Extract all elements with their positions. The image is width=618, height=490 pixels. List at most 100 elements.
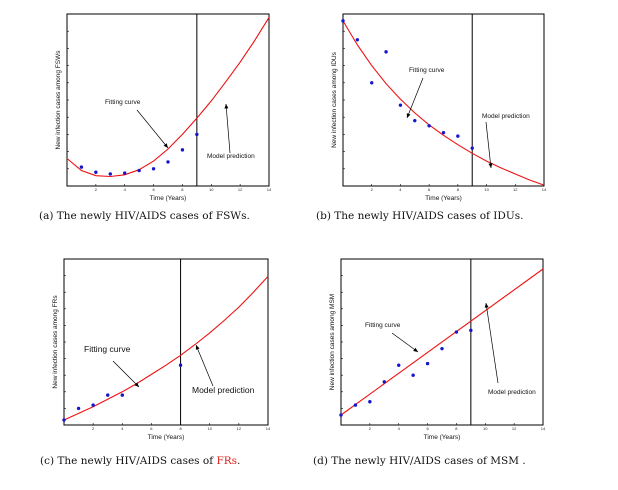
plot-frame: [66, 13, 270, 187]
caption-text: (a) The newly HIV/AIDS cases of FSWs.: [39, 210, 250, 222]
model-prediction-annotation: Model prediction: [488, 389, 536, 396]
data-point: [339, 413, 343, 417]
data-point: [440, 346, 444, 351]
x-tick-label: 12: [513, 187, 518, 192]
x-tick-label: 8: [179, 426, 182, 431]
prediction-arrow: [195, 344, 214, 387]
data-point: [108, 172, 112, 176]
caption-text: (d) The newly HIV/AIDS cases of MSM .: [313, 455, 526, 467]
model-prediction-annotation: Model prediction: [192, 385, 255, 395]
x-tick-label: 10: [483, 426, 488, 431]
data-point: [397, 363, 401, 367]
fitting-curve-line: [66, 17, 270, 178]
x-tick-label: 4: [399, 187, 402, 192]
x-axis-label: Time (Years): [425, 195, 462, 202]
data-point: [353, 403, 358, 407]
data-point: [151, 167, 156, 171]
data-point: [166, 160, 170, 164]
x-tick-label: 8: [181, 187, 184, 192]
arrowhead: [406, 113, 411, 118]
panel-d: 2 4 6 8 10 12 14 Fitting curve Model prediction T…: [313, 258, 546, 467]
x-tick-label: 12: [238, 187, 243, 192]
y-axis-label: New infection cases among MSM: [329, 294, 336, 390]
data-point: [425, 361, 430, 366]
data-point: [456, 134, 460, 138]
data-point: [411, 373, 415, 377]
data-point: [79, 165, 84, 169]
caption-text: (b) The newly HIV/AIDS cases of IDUs.: [316, 210, 523, 222]
data-point: [454, 330, 459, 334]
x-tick-label: 10: [484, 187, 489, 192]
data-point: [469, 328, 473, 333]
panel-caption: (a) The newly HIV/AIDS cases of FSWs.: [39, 210, 250, 222]
data-point: [94, 170, 98, 174]
arrowhead: [134, 382, 139, 387]
x-tick-label: 2: [95, 187, 98, 192]
data-point: [370, 81, 374, 85]
x-tick-label: 12: [237, 426, 242, 431]
prediction-arrow: [485, 121, 492, 169]
data-point: [413, 118, 417, 123]
data-point: [441, 130, 446, 135]
panel-caption: (c) The newly HIV/AIDS cases of FRs.: [40, 455, 240, 467]
y-axis-label: New infection cases among IDUs: [331, 51, 338, 147]
caption-text-end: .: [237, 455, 240, 467]
data-point: [470, 146, 474, 150]
x-tick-label: 14: [266, 426, 271, 431]
model-prediction-annotation: Model prediction: [207, 153, 255, 160]
x-tick-label: 4: [398, 426, 401, 431]
x-tick-label: 10: [207, 426, 212, 431]
data-point: [382, 380, 386, 384]
model-prediction-annotation: Model prediction: [482, 113, 530, 120]
x-tick-label: 4: [121, 426, 124, 431]
arrowhead: [484, 303, 489, 308]
data-point: [178, 363, 183, 367]
panel-caption: (b) The newly HIV/AIDS cases of IDUs.: [316, 210, 523, 222]
x-tick-label: 6: [426, 426, 429, 431]
x-tick-label: 8: [455, 426, 458, 431]
fitting-curve-annotation: Fitting curve: [105, 99, 141, 106]
panel-caption: (d) The newly HIV/AIDS cases of MSM .: [313, 455, 526, 467]
data-point: [398, 103, 403, 107]
fitting-curve-line: [342, 20, 545, 186]
x-tick-label: 14: [542, 187, 547, 192]
data-point: [106, 393, 110, 397]
x-tick-label: 10: [209, 187, 214, 192]
arrowhead: [163, 143, 168, 148]
x-tick-label: 6: [152, 187, 155, 192]
x-tick-label: 6: [150, 426, 153, 431]
fitting-arrow: [136, 109, 169, 149]
data-point: [384, 50, 388, 54]
fitting-curve-annotation: Fitting curve: [84, 344, 131, 354]
x-tick-label: 2: [369, 426, 372, 431]
data-point: [180, 148, 185, 152]
fitting-curve-line: [63, 276, 269, 421]
fitting-arrow: [406, 77, 424, 119]
fitting-arrow: [391, 332, 419, 353]
fitting-curve-annotation: Fitting curve: [409, 67, 445, 74]
caption-text: (c) The newly HIV/AIDS cases of: [40, 455, 216, 467]
x-tick-label: 2: [92, 426, 95, 431]
arrowhead: [413, 347, 418, 352]
x-axis-label: Time (Years): [148, 434, 185, 441]
plot-frame: [63, 258, 269, 426]
x-axis-label: Time (Years): [150, 195, 187, 202]
prediction-arrow: [225, 103, 231, 154]
panel-a: 2 4 6 8 10 12 14 Fitting curve Model prediction T…: [39, 13, 272, 222]
fitting-curve-annotation: Fitting curve: [365, 322, 401, 329]
data-point: [137, 168, 141, 173]
data-point: [120, 393, 124, 397]
arrowhead: [224, 104, 229, 109]
data-point: [427, 124, 431, 128]
data-point: [91, 403, 95, 407]
x-tick-label: 6: [428, 187, 431, 192]
fitting-arrow: [112, 360, 140, 388]
x-tick-label: 14: [267, 187, 272, 192]
data-point: [62, 418, 66, 422]
arrowhead: [195, 345, 200, 350]
x-axis-label: Time (Years): [424, 434, 461, 441]
plot-frame: [342, 13, 545, 187]
data-point: [195, 132, 199, 137]
x-tick-label: 4: [124, 187, 127, 192]
